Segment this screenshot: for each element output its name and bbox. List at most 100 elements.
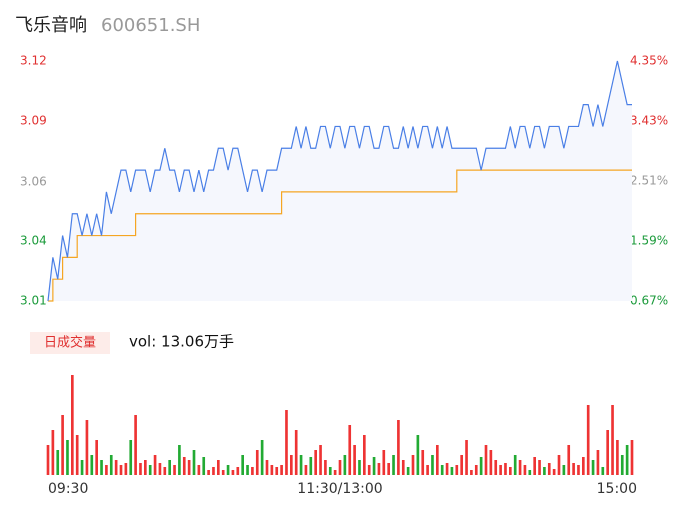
volume-bar	[479, 457, 483, 475]
volume-bar	[406, 467, 410, 475]
volume-bar	[324, 460, 327, 475]
volume-bar	[251, 467, 254, 475]
volume-bar	[401, 460, 405, 475]
volume-bar	[95, 440, 98, 475]
volume-bar	[260, 440, 264, 475]
volume-bar	[202, 457, 206, 475]
volume-bar	[513, 455, 517, 475]
volume-bar	[363, 435, 366, 475]
volume-bar	[226, 465, 230, 475]
volume-bar	[212, 467, 215, 475]
volume-bar	[397, 420, 400, 475]
volume-bar	[611, 405, 614, 475]
volume-bar	[338, 460, 342, 475]
y-tick-label: 3.06	[20, 175, 47, 189]
volume-bar	[105, 465, 108, 475]
volume-bar	[616, 440, 619, 475]
volume-bar	[217, 460, 220, 475]
volume-bar	[377, 463, 381, 475]
volume-bar	[66, 440, 69, 475]
volume-bar	[246, 465, 249, 475]
volume-bar	[343, 455, 347, 475]
volume-bar	[489, 450, 493, 475]
volume-bar	[586, 405, 590, 475]
volume-bar	[168, 460, 171, 475]
y2-tick-label: 4.35%	[630, 54, 668, 68]
x-tick-label: 15:00	[597, 481, 637, 497]
volume-bar	[411, 455, 415, 475]
volume-bar	[509, 467, 512, 475]
volume-bar	[620, 455, 624, 475]
volume-bar	[543, 467, 546, 475]
volume-text: vol: 13.06万手	[129, 333, 234, 351]
volume-bar	[109, 455, 113, 475]
volume-bar	[436, 445, 439, 475]
volume-label-bg	[30, 332, 110, 354]
volume-bar	[445, 463, 449, 475]
volume-bar	[85, 420, 89, 475]
volume-bar	[474, 465, 478, 475]
volume-bar	[207, 470, 210, 475]
volume-bar	[71, 375, 74, 475]
volume-bar	[80, 460, 84, 475]
volume-bar	[319, 445, 322, 475]
volume-bar	[187, 460, 191, 475]
volume-bar	[416, 435, 420, 475]
stock-code: 600651.SH	[101, 15, 200, 36]
volume-bar	[455, 465, 459, 475]
volume-bar	[630, 440, 634, 475]
y-tick-label: 3.04	[20, 234, 47, 248]
volume-bar	[255, 450, 259, 475]
volume-bar	[294, 430, 298, 475]
volume-bar	[547, 463, 551, 475]
volume-bar	[139, 463, 142, 475]
volume-bar	[221, 470, 225, 475]
volume-bar	[192, 450, 196, 475]
volume-bar	[75, 435, 79, 475]
volume-bar	[577, 465, 580, 475]
volume-bar	[582, 457, 585, 475]
volume-bar	[372, 457, 376, 475]
volume-bar	[387, 463, 390, 475]
volume-bar	[46, 445, 50, 475]
volume-bar	[596, 450, 600, 475]
volume-bar	[625, 445, 629, 475]
volume-bar	[173, 465, 176, 475]
volume-bar	[61, 415, 64, 475]
y-tick-label: 3.01	[20, 294, 47, 308]
volume-bar	[129, 440, 133, 475]
volume-bar	[231, 470, 235, 475]
volume-bar	[290, 455, 293, 475]
volume-bar	[158, 463, 162, 475]
stock-name: 飞乐音响	[15, 15, 87, 36]
volume-label: 日成交量	[44, 335, 96, 351]
volume-bar	[314, 450, 317, 475]
volume-bar	[197, 465, 201, 475]
price-line	[47, 60, 632, 302]
volume-bar	[56, 450, 60, 475]
volume-bar	[265, 460, 269, 475]
volume-bar	[431, 455, 434, 475]
volume-bar	[333, 470, 337, 475]
price-area	[48, 61, 632, 301]
volume-bar	[348, 425, 352, 475]
volume-bar	[567, 445, 571, 475]
volume-bar	[465, 440, 468, 475]
volume-bar	[51, 430, 55, 475]
volume-bar	[236, 467, 240, 475]
y2-tick-label: 1.59%	[630, 234, 668, 248]
volume-bar	[148, 465, 152, 475]
volume-bar	[285, 410, 288, 475]
volume-bar	[470, 470, 473, 475]
y2-tick-label: 2.51%	[630, 174, 668, 188]
volume-bar	[114, 460, 118, 475]
volume-bar	[367, 465, 371, 475]
volume-bar	[421, 450, 425, 475]
y2-tick-label: 0.67%	[630, 294, 668, 308]
volume-bar	[280, 465, 283, 475]
volume-bar	[523, 465, 527, 475]
volume-bar	[100, 460, 103, 475]
volume-bar	[591, 460, 595, 475]
volume-bar	[494, 460, 498, 475]
